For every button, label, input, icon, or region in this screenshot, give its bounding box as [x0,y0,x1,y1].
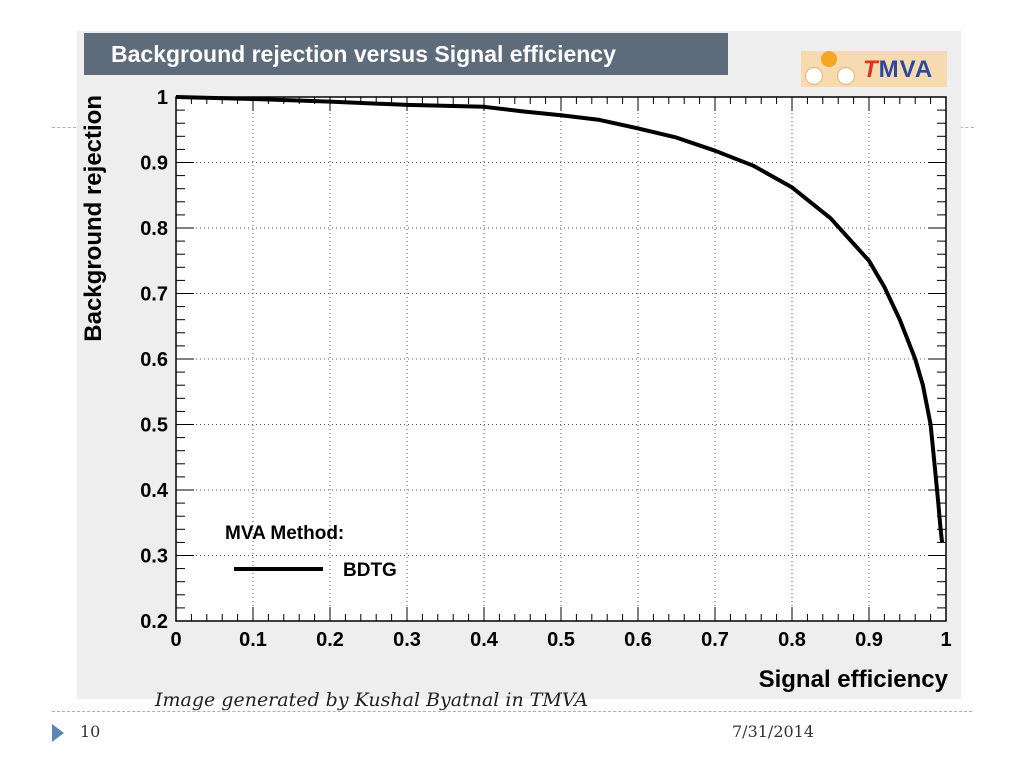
slide-divider-bottom [52,711,972,712]
x-tick-label: 0.5 [547,629,575,651]
y-axis-label: Background rejection [80,95,107,342]
slide-date: 7/31/2014 [732,722,815,741]
y-tick-label: 0.9 [140,153,168,175]
logo-ball-icon [805,67,823,85]
x-tick-label: 0.3 [393,629,421,651]
legend-entry: BDTG [343,560,397,581]
legend-header: MVA Method: [225,523,344,544]
y-tick-label: 0.8 [140,218,168,240]
y-tick-label: 0.6 [140,349,168,371]
y-tick-label: 1 [157,87,168,109]
slide-number: 10 [80,722,101,741]
x-tick-label: 0 [170,629,181,651]
y-tick-label: 0.7 [140,284,168,306]
y-tick-label: 0.4 [140,480,169,502]
slide-divider-top-left [52,127,76,128]
x-tick-label: 1 [940,629,951,651]
x-tick-label: 0.6 [624,629,652,651]
x-tick-label: 0.1 [239,629,267,651]
y-tick-label: 0.2 [140,611,168,633]
x-tick-label: 0.9 [855,629,883,651]
x-tick-label: 0.8 [778,629,806,651]
logo-ball-icon [821,51,837,67]
x-axis-label: Signal efficiency [759,666,949,693]
x-tick-label: 0.7 [701,629,729,651]
y-tick-label: 0.3 [140,546,168,568]
x-tick-label: 0.4 [470,629,499,651]
slide-marker-icon [52,724,64,742]
y-tick-label: 0.5 [140,415,168,437]
series-line-bdtg [175,95,945,543]
roc-plot: 0 0.1 0.2 0.3 0.4 0.5 0.6 0.7 0.8 0.9 1 0.2 0.3 0.4 0.… [80,87,952,693]
chart-figure: Background rejection versus Signal effic… [77,31,961,699]
logo-text: TMVA [863,56,934,83]
x-tick-label: 0.2 [316,629,344,651]
slide-caption: Image generated by Kushal Byatnal in TMV… [155,689,589,711]
chart-title: Background rejection versus Signal effic… [84,33,728,75]
logo-ball-icon [837,67,855,85]
slide-divider-top-right [960,127,974,128]
tmva-logo: TMVA [801,51,947,87]
